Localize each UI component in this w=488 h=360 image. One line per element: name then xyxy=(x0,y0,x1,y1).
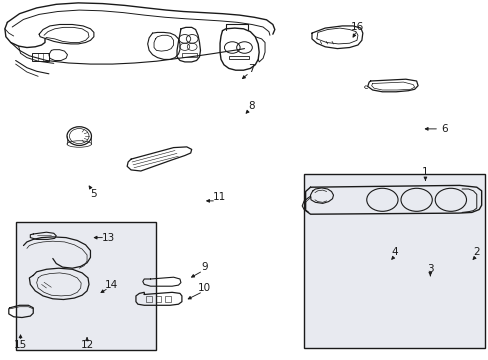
Bar xyxy=(165,296,171,302)
Text: 1: 1 xyxy=(421,167,428,177)
Text: 16: 16 xyxy=(349,22,363,32)
Text: 5: 5 xyxy=(90,189,97,199)
Bar xyxy=(304,174,484,348)
Text: 12: 12 xyxy=(80,340,94,350)
Text: 2: 2 xyxy=(472,247,479,257)
Text: 11: 11 xyxy=(212,192,225,202)
Bar xyxy=(182,53,196,57)
Text: 15: 15 xyxy=(14,340,27,350)
Text: 9: 9 xyxy=(201,262,207,272)
Bar xyxy=(16,222,155,350)
Text: 7: 7 xyxy=(248,64,255,74)
Text: 4: 4 xyxy=(391,247,398,257)
Text: 13: 13 xyxy=(102,233,115,243)
Bar xyxy=(155,296,161,302)
Text: 10: 10 xyxy=(198,283,210,293)
Text: 14: 14 xyxy=(104,280,118,290)
Bar xyxy=(228,56,249,59)
Bar xyxy=(145,296,151,302)
Text: 8: 8 xyxy=(248,101,255,111)
Text: 3: 3 xyxy=(426,264,433,274)
Bar xyxy=(32,53,49,61)
Text: 6: 6 xyxy=(441,124,447,134)
